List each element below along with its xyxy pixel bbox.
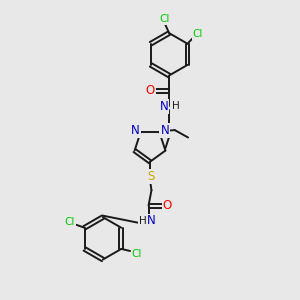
Text: Cl: Cl xyxy=(193,29,203,39)
Text: N: N xyxy=(160,124,169,136)
Text: Cl: Cl xyxy=(64,217,75,227)
Text: N: N xyxy=(147,214,156,227)
Text: S: S xyxy=(147,170,154,183)
Text: H: H xyxy=(139,216,146,226)
Text: O: O xyxy=(146,84,155,97)
Text: N: N xyxy=(160,100,168,112)
Text: Cl: Cl xyxy=(160,14,170,24)
Text: H: H xyxy=(172,101,179,111)
Text: N: N xyxy=(131,124,140,136)
Text: O: O xyxy=(163,199,172,212)
Text: Cl: Cl xyxy=(131,249,142,259)
